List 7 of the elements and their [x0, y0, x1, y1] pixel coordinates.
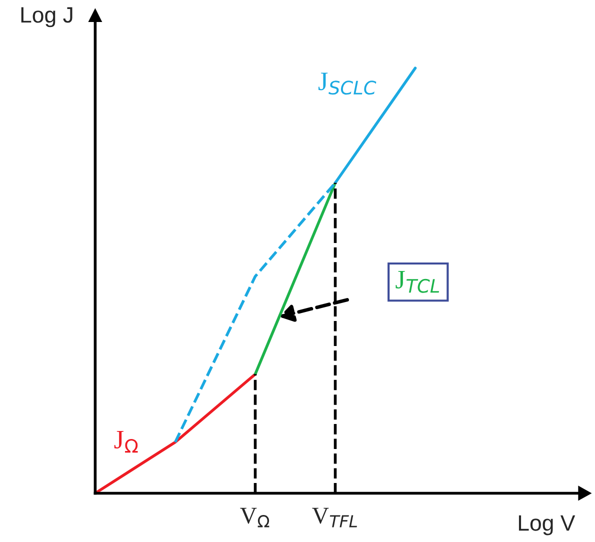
series-label: J$_{Ω}$: [114, 430, 138, 453]
y-axis-title: Log J: [21, 7, 72, 28]
x-tick-label: V$_{Ω}$: [240, 508, 270, 528]
x-axis-title: Log V: [518, 515, 576, 536]
x-tick-label: V$_{TFL}$: [312, 508, 357, 528]
text: J$_{TCL}$: [396, 271, 440, 293]
series-label: J$_{SCLC}$: [318, 72, 376, 95]
